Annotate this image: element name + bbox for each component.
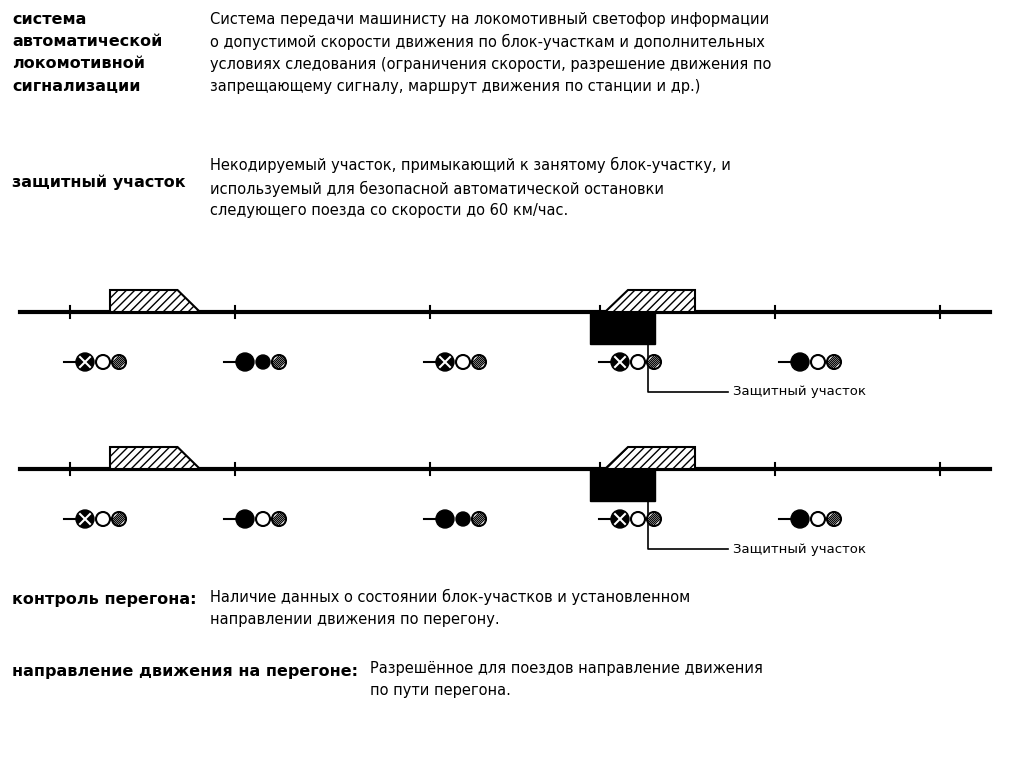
Circle shape: [811, 355, 825, 369]
Circle shape: [791, 510, 809, 528]
Circle shape: [76, 353, 94, 371]
Text: система
автоматической
локомотивной
сигнализации: система автоматической локомотивной сигн…: [12, 12, 163, 94]
Text: направление движения на перегоне:: направление движения на перегоне:: [12, 664, 358, 679]
Circle shape: [611, 353, 629, 371]
Circle shape: [827, 512, 841, 526]
Circle shape: [611, 510, 629, 528]
Circle shape: [436, 510, 454, 528]
Text: Разрешённое для поездов направление движения
по пути перегона.: Разрешённое для поездов направление движ…: [370, 661, 763, 698]
Circle shape: [456, 512, 470, 526]
Circle shape: [811, 512, 825, 526]
Circle shape: [827, 355, 841, 369]
Text: защитный участок: защитный участок: [12, 175, 185, 190]
Circle shape: [112, 512, 126, 526]
Circle shape: [272, 512, 286, 526]
Circle shape: [256, 355, 270, 369]
Circle shape: [647, 355, 662, 369]
Bar: [590, 312, 655, 344]
Circle shape: [96, 355, 110, 369]
Text: Защитный участок: Защитный участок: [733, 542, 866, 555]
Circle shape: [236, 510, 254, 528]
Circle shape: [112, 355, 126, 369]
Circle shape: [256, 512, 270, 526]
Text: Некодируемый участок, примыкающий к занятому блок-участку, и
используемый для бе: Некодируемый участок, примыкающий к заня…: [210, 157, 731, 218]
Polygon shape: [605, 447, 695, 469]
Circle shape: [436, 353, 454, 371]
Circle shape: [456, 355, 470, 369]
Circle shape: [472, 355, 486, 369]
Polygon shape: [605, 290, 695, 312]
Polygon shape: [110, 290, 200, 312]
Text: Система передачи машинисту на локомотивный светофор информации
о допустимой скор: Система передачи машинисту на локомотивн…: [210, 12, 771, 94]
Circle shape: [631, 355, 645, 369]
Text: контроль перегона:: контроль перегона:: [12, 592, 197, 607]
Circle shape: [76, 510, 94, 528]
Circle shape: [96, 512, 110, 526]
Circle shape: [236, 353, 254, 371]
Circle shape: [631, 512, 645, 526]
Circle shape: [647, 512, 662, 526]
Text: Защитный участок: Защитный участок: [733, 386, 866, 399]
Circle shape: [472, 512, 486, 526]
Bar: [590, 469, 655, 501]
Circle shape: [272, 355, 286, 369]
Text: Наличие данных о состоянии блок-участков и установленном
направлении движения по: Наличие данных о состоянии блок-участков…: [210, 589, 690, 627]
Circle shape: [791, 353, 809, 371]
Polygon shape: [110, 447, 200, 469]
